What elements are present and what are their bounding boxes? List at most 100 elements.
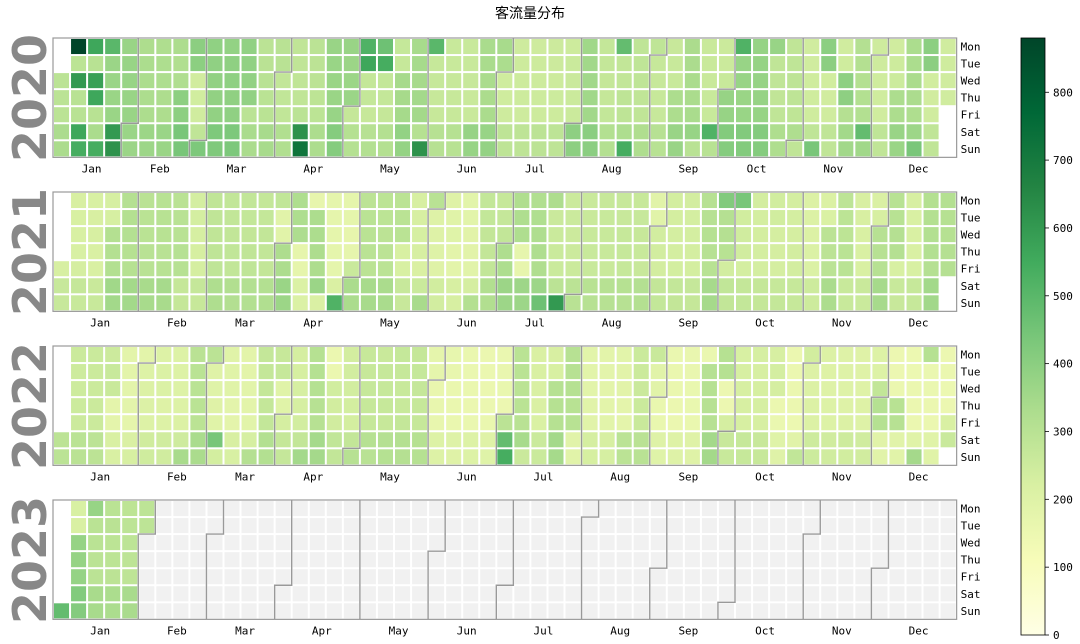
weekday-label: Wed bbox=[961, 383, 981, 396]
day-cell bbox=[514, 295, 530, 311]
day-cell bbox=[446, 107, 462, 123]
day-cell bbox=[377, 56, 393, 72]
day-cell bbox=[88, 603, 104, 619]
day-cell bbox=[71, 278, 87, 294]
day-cell bbox=[889, 227, 905, 243]
month-label: May bbox=[380, 470, 400, 483]
day-cell bbox=[804, 569, 820, 585]
day-cell bbox=[701, 381, 717, 397]
day-cell bbox=[923, 90, 939, 106]
day-cell bbox=[54, 90, 70, 106]
day-cell bbox=[770, 107, 786, 123]
day-cell bbox=[156, 381, 172, 397]
month-label: Jan bbox=[90, 316, 110, 329]
day-cell bbox=[173, 569, 189, 585]
day-cell bbox=[923, 432, 939, 448]
day-cell bbox=[429, 415, 445, 431]
day-cell bbox=[395, 90, 411, 106]
day-cell bbox=[326, 501, 342, 517]
day-cell bbox=[684, 552, 700, 568]
day-cell bbox=[54, 141, 70, 157]
day-cell bbox=[548, 569, 564, 585]
day-cell bbox=[599, 415, 615, 431]
day-cell bbox=[343, 261, 359, 277]
day-cell bbox=[770, 381, 786, 397]
day-cell bbox=[258, 501, 274, 517]
day-cell bbox=[71, 56, 87, 72]
day-cell bbox=[54, 295, 70, 311]
day-cell bbox=[531, 364, 547, 380]
day-cell bbox=[412, 39, 428, 55]
day-cell bbox=[497, 39, 513, 55]
day-cell bbox=[821, 227, 837, 243]
day-cell bbox=[429, 586, 445, 602]
day-cell bbox=[718, 432, 734, 448]
day-cell bbox=[156, 432, 172, 448]
day-cell bbox=[582, 210, 598, 226]
day-cell bbox=[54, 124, 70, 140]
day-cell bbox=[173, 586, 189, 602]
day-cell bbox=[770, 227, 786, 243]
day-cell bbox=[718, 261, 734, 277]
day-cell bbox=[923, 56, 939, 72]
day-cell bbox=[71, 73, 87, 89]
day-cell bbox=[497, 603, 513, 619]
day-cell bbox=[360, 295, 376, 311]
day-cell bbox=[156, 398, 172, 414]
day-cell bbox=[616, 244, 632, 260]
day-cell bbox=[650, 278, 666, 294]
day-cell bbox=[855, 90, 871, 106]
day-cell bbox=[275, 261, 291, 277]
day-cell bbox=[480, 124, 496, 140]
weekday-label: Fri bbox=[961, 417, 981, 430]
day-cell bbox=[88, 141, 104, 157]
day-cell bbox=[275, 398, 291, 414]
day-cell bbox=[616, 124, 632, 140]
day-cell bbox=[872, 432, 888, 448]
day-cell bbox=[395, 432, 411, 448]
day-cell bbox=[241, 586, 257, 602]
day-cell bbox=[872, 586, 888, 602]
weekday-label: Thu bbox=[961, 246, 981, 259]
day-cell bbox=[923, 518, 939, 534]
day-cell bbox=[667, 432, 683, 448]
day-cell bbox=[548, 381, 564, 397]
day-cell bbox=[923, 552, 939, 568]
day-cell bbox=[548, 107, 564, 123]
weekday-label: Sun bbox=[961, 143, 981, 156]
empty-cell bbox=[54, 347, 70, 363]
day-cell bbox=[736, 124, 752, 140]
day-cell bbox=[429, 449, 445, 465]
month-boundary bbox=[342, 346, 361, 466]
day-cell bbox=[71, 603, 87, 619]
day-cell bbox=[548, 73, 564, 89]
day-cell bbox=[753, 39, 769, 55]
day-cell bbox=[736, 193, 752, 209]
day-cell bbox=[377, 90, 393, 106]
day-cell bbox=[872, 364, 888, 380]
day-cell bbox=[88, 398, 104, 414]
day-cell bbox=[650, 364, 666, 380]
day-cell bbox=[88, 107, 104, 123]
day-cell bbox=[736, 278, 752, 294]
day-cell bbox=[258, 415, 274, 431]
day-cell bbox=[633, 39, 649, 55]
day-cell bbox=[770, 261, 786, 277]
day-cell bbox=[906, 432, 922, 448]
weekday-label: Sun bbox=[961, 451, 981, 464]
day-cell bbox=[360, 449, 376, 465]
day-cell bbox=[377, 261, 393, 277]
day-cell bbox=[821, 90, 837, 106]
day-cell bbox=[446, 364, 462, 380]
day-cell bbox=[326, 210, 342, 226]
day-cell bbox=[173, 603, 189, 619]
day-cell bbox=[684, 90, 700, 106]
day-cell bbox=[480, 90, 496, 106]
day-cell bbox=[855, 432, 871, 448]
day-cell bbox=[906, 552, 922, 568]
day-cell bbox=[122, 107, 138, 123]
day-cell bbox=[480, 244, 496, 260]
day-cell bbox=[429, 244, 445, 260]
day-cell bbox=[343, 603, 359, 619]
day-cell bbox=[173, 381, 189, 397]
